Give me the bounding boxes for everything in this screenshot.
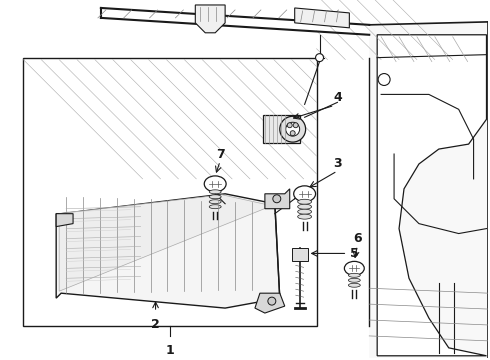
- Text: 3: 3: [333, 157, 342, 171]
- Circle shape: [293, 123, 298, 128]
- Ellipse shape: [297, 199, 312, 204]
- Polygon shape: [59, 195, 272, 291]
- Ellipse shape: [294, 186, 316, 202]
- Bar: [24, 58, 317, 326]
- Circle shape: [287, 123, 292, 128]
- Circle shape: [378, 73, 390, 85]
- Text: 7: 7: [216, 148, 224, 161]
- Ellipse shape: [209, 205, 221, 209]
- Polygon shape: [294, 8, 349, 28]
- Circle shape: [286, 122, 300, 136]
- Ellipse shape: [344, 261, 364, 275]
- Circle shape: [316, 54, 323, 62]
- Polygon shape: [369, 22, 489, 358]
- Circle shape: [280, 116, 306, 142]
- Ellipse shape: [209, 190, 221, 194]
- Ellipse shape: [204, 176, 226, 192]
- Polygon shape: [196, 5, 225, 33]
- Ellipse shape: [297, 214, 312, 219]
- Polygon shape: [255, 293, 285, 313]
- Text: 2: 2: [151, 318, 160, 331]
- Circle shape: [290, 131, 295, 136]
- Ellipse shape: [348, 278, 360, 282]
- Polygon shape: [263, 115, 300, 143]
- Ellipse shape: [297, 204, 312, 209]
- Text: 6: 6: [353, 232, 362, 245]
- Ellipse shape: [209, 195, 221, 199]
- Polygon shape: [265, 189, 290, 209]
- Polygon shape: [56, 214, 73, 226]
- Text: 1: 1: [166, 344, 174, 357]
- Polygon shape: [56, 194, 280, 308]
- Ellipse shape: [209, 200, 221, 204]
- Ellipse shape: [297, 209, 312, 214]
- Circle shape: [268, 297, 276, 305]
- Text: 5: 5: [350, 247, 359, 260]
- Circle shape: [273, 195, 281, 203]
- Polygon shape: [292, 248, 308, 261]
- Ellipse shape: [348, 273, 360, 277]
- Text: 4: 4: [333, 91, 342, 104]
- Polygon shape: [377, 35, 487, 356]
- Ellipse shape: [348, 283, 360, 287]
